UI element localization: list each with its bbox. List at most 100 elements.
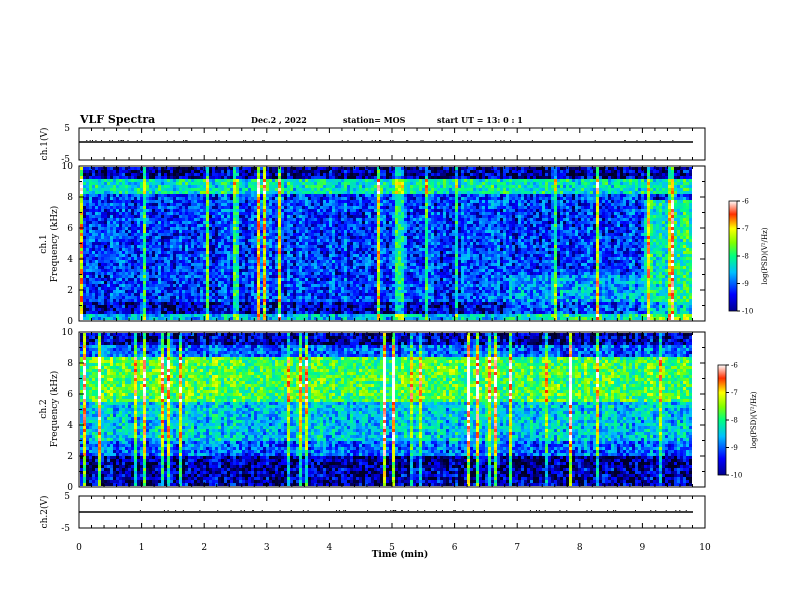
trace-dot (417, 510, 419, 511)
y-tick-label: 2 (67, 286, 73, 296)
ch1-colorbar: log(PSD)(V²/Hz) -6 -7 -8 -9 -10 (728, 198, 769, 316)
trace-dot (286, 140, 288, 141)
colorbar-tick-label: -8 (742, 253, 749, 261)
ch1-label: ch.1 (39, 234, 49, 253)
x-tick-label: 8 (577, 543, 583, 553)
colorbar-tick-label: -10 (731, 472, 742, 480)
trace-dot (442, 140, 444, 141)
trace-dot (441, 510, 443, 511)
colorbar-tick-label: -10 (742, 308, 753, 316)
trace-dot (453, 510, 455, 511)
trace-dot (544, 510, 546, 511)
trace-dot (634, 510, 636, 511)
trace-dot (467, 140, 469, 141)
trace-dot (217, 510, 219, 511)
trace-dot (182, 510, 184, 511)
trace-dot (91, 140, 93, 141)
trace-dot (252, 140, 254, 141)
trace-dot (263, 140, 265, 141)
trace-dot (252, 510, 254, 511)
trace-dot (472, 510, 474, 511)
trace-dot (390, 510, 392, 511)
trace-dot (470, 140, 472, 141)
trace-dot (101, 140, 103, 141)
x-tick-label: 9 (640, 543, 646, 553)
ch1-spectrogram-panel: ch.1 Frequency (kHz) 0 2 4 6 8 10 (39, 162, 706, 327)
ch1-colorbar-label: log(PSD)(V²/Hz) (761, 227, 769, 284)
trace-dot (392, 140, 394, 141)
trace-dot (109, 140, 111, 141)
trace-dot (185, 140, 187, 141)
y-tick-label: 4 (67, 421, 73, 431)
trace-dot (245, 140, 247, 141)
trace-dot (659, 140, 661, 141)
trace-dot (483, 510, 485, 511)
ch2-spectrogram-image (80, 333, 704, 486)
trace-dot (435, 510, 437, 511)
trace-dot (586, 510, 588, 511)
trace-dot (401, 510, 403, 511)
trace-dot (243, 140, 245, 141)
trace-dot (261, 510, 263, 511)
colorbar-tick-label: -7 (742, 225, 749, 233)
trace-dot (538, 510, 540, 511)
y-tick-label: 8 (67, 193, 73, 203)
x-tick-label: 1 (139, 543, 145, 553)
trace-dot (395, 510, 397, 511)
trace-dot (240, 510, 242, 511)
trace-dot (111, 140, 113, 141)
ch2-volt-tick-bottom: -5 (61, 524, 70, 534)
trace-dot (367, 510, 369, 511)
trace-dot (118, 140, 120, 141)
trace-dot (379, 140, 381, 141)
colorbar-tick-label: -6 (742, 198, 749, 206)
trace-dot (665, 510, 667, 511)
ch1-volt-tick-bottom: -5 (61, 155, 70, 165)
trace-dot (390, 140, 392, 141)
trace-dot (407, 140, 409, 141)
trace-dot (122, 140, 124, 141)
start-time-label: start UT = 13: 0 : 1 (437, 115, 523, 125)
ch1-voltage-panel: ch.1(V) 5 -5 (39, 124, 706, 165)
trace-dot (636, 140, 638, 141)
trace-dot (347, 140, 349, 141)
trace-dot (136, 140, 138, 141)
station-label: station= MOS (343, 115, 406, 125)
trace-dot (167, 510, 169, 511)
trace-dot (336, 510, 338, 511)
trace-dot (675, 510, 677, 511)
trace-dot (243, 510, 245, 511)
trace-dot (594, 140, 596, 141)
trace-dot (536, 510, 538, 511)
trace-dot (451, 140, 453, 141)
trace-dot (613, 510, 615, 511)
trace-dot (559, 510, 561, 511)
trace-dot (392, 510, 394, 511)
colorbar-tick-label: -7 (731, 389, 738, 397)
trace-dot (422, 140, 424, 141)
y-tick-label: 8 (67, 359, 73, 369)
ch1-freq-ylabel: Frequency (kHz) (49, 206, 60, 283)
trace-dot (89, 140, 91, 141)
trace-dot (86, 140, 88, 141)
x-tick-label: 2 (201, 543, 207, 553)
trace-dot (566, 510, 568, 511)
trace-dot (624, 140, 626, 141)
trace-dot (393, 510, 395, 511)
ch2-voltage-panel: ch.2(V) 5 -5 (39, 492, 706, 534)
trace-dot (407, 510, 409, 511)
trace-dot (510, 140, 512, 141)
trace-dot (120, 140, 122, 141)
trace-dot (215, 140, 217, 141)
y-tick-label: 6 (67, 390, 73, 400)
ch1-volt-tick-top: 5 (64, 124, 70, 134)
trace-dot (252, 510, 254, 511)
colorbar-tick-label: -6 (731, 362, 738, 370)
trace-dot (199, 510, 201, 511)
ch2-spectrogram-panel: ch.2 Frequency (kHz) 0 2 4 6 8 10 (39, 328, 706, 493)
trace-dot (385, 510, 387, 511)
trace-dot (462, 510, 464, 511)
trace-dot (503, 140, 505, 141)
trace-dot (338, 510, 340, 511)
x-tick-label: 10 (699, 543, 711, 553)
